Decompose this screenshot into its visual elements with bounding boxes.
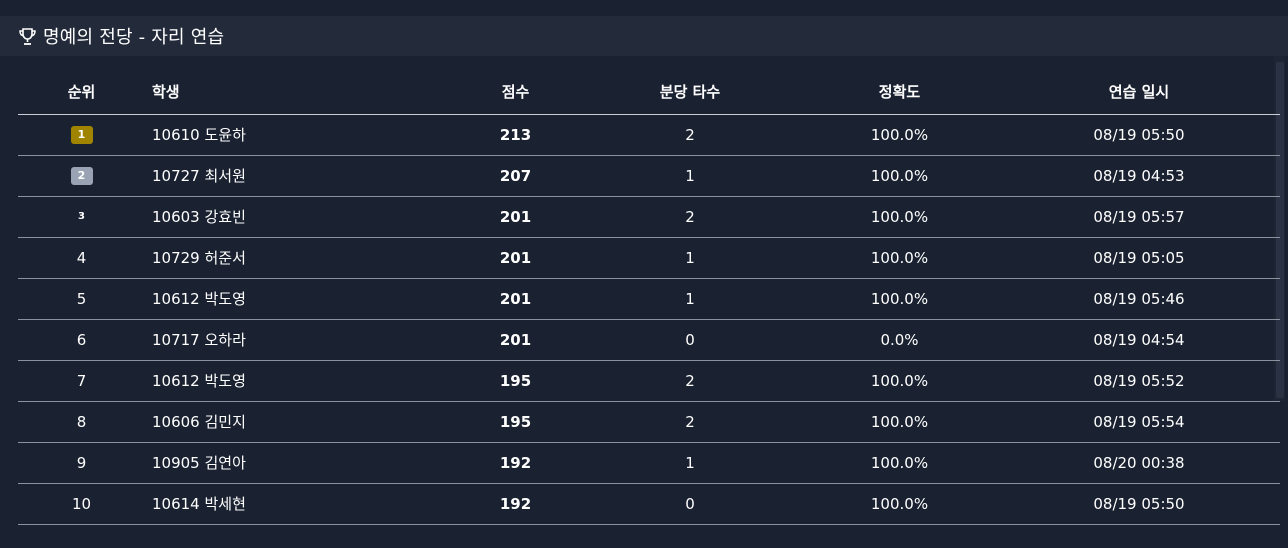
accuracy-cell: 100.0%	[801, 442, 998, 484]
rank-cell: 7	[18, 360, 145, 402]
wpm-cell: 0	[579, 483, 801, 525]
accuracy-cell: 100.0%	[801, 155, 998, 197]
rank-cell: 3	[18, 196, 145, 238]
date-cell: 08/19 05:50	[998, 483, 1280, 525]
wpm-cell: 1	[579, 278, 801, 320]
student-cell: 10727 최서원	[145, 155, 452, 197]
column-header-accuracy[interactable]: 정확도	[801, 72, 998, 115]
date-cell: 08/19 04:54	[998, 319, 1280, 361]
score-cell: 192	[452, 442, 579, 484]
date-cell: 08/19 05:57	[998, 196, 1280, 238]
student-cell: 10905 김연아	[145, 442, 452, 484]
rank-cell: 2	[18, 155, 145, 197]
accuracy-cell: 100.0%	[801, 401, 998, 443]
accuracy-cell: 100.0%	[801, 237, 998, 279]
table-row: 7 10612 박도영 195 2 100.0% 08/19 05:52	[18, 360, 1280, 402]
table-row: 1 10610 도윤하 213 2 100.0% 08/19 05:50	[18, 114, 1280, 156]
student-cell: 10614 박세현	[145, 483, 452, 525]
accuracy-cell: 100.0%	[801, 483, 998, 525]
table-row: 6 10717 오하라 201 0 0.0% 08/19 04:54	[18, 319, 1280, 361]
rank-cell: 4	[18, 237, 145, 279]
table-row: 3 10603 강효빈 201 2 100.0% 08/19 05:57	[18, 196, 1280, 238]
page-title: 명예의 전당 - 자리 연습	[43, 27, 225, 48]
rank-cell: 6	[18, 319, 145, 361]
bronze-medal-badge: 3	[78, 210, 85, 222]
student-cell: 10612 박도영	[145, 278, 452, 320]
score-cell: 201	[452, 278, 579, 320]
score-cell: 213	[452, 114, 579, 156]
silver-medal-badge: 2	[70, 166, 93, 185]
wpm-cell: 0	[579, 319, 801, 361]
table-header-row: 순위 학생 점수 분당 타수 정확도 연습 일시	[18, 72, 1280, 115]
trophy-icon	[17, 26, 38, 47]
hall-of-fame-header: 명예의 전당 - 자리 연습	[0, 16, 1288, 56]
column-header-rank[interactable]: 순위	[18, 72, 145, 115]
table-row: 4 10729 허준서 201 1 100.0% 08/19 05:05	[18, 237, 1280, 279]
score-cell: 195	[452, 401, 579, 443]
table-row: 9 10905 김연아 192 1 100.0% 08/20 00:38	[18, 442, 1280, 484]
score-cell: 201	[452, 319, 579, 361]
score-cell: 192	[452, 483, 579, 525]
score-cell: 201	[452, 237, 579, 279]
table-row: 8 10606 김민지 195 2 100.0% 08/19 05:54	[18, 401, 1280, 443]
gold-medal-badge: 1	[70, 125, 93, 144]
wpm-cell: 2	[579, 196, 801, 238]
date-cell: 08/19 05:46	[998, 278, 1280, 320]
accuracy-cell: 100.0%	[801, 360, 998, 402]
student-cell: 10606 김민지	[145, 401, 452, 443]
date-cell: 08/19 04:53	[998, 155, 1280, 197]
accuracy-cell: 100.0%	[801, 278, 998, 320]
date-cell: 08/19 05:54	[998, 401, 1280, 443]
wpm-cell: 2	[579, 360, 801, 402]
student-cell: 10729 허준서	[145, 237, 452, 279]
column-header-wpm[interactable]: 분당 타수	[579, 72, 801, 115]
accuracy-cell: 100.0%	[801, 114, 998, 156]
table-row: 10 10614 박세현 192 0 100.0% 08/19 05:50	[18, 483, 1280, 525]
accuracy-cell: 0.0%	[801, 319, 998, 361]
rank-cell: 5	[18, 278, 145, 320]
student-cell: 10603 강효빈	[145, 196, 452, 238]
score-cell: 201	[452, 196, 579, 238]
score-cell: 195	[452, 360, 579, 402]
wpm-cell: 2	[579, 401, 801, 443]
wpm-cell: 2	[579, 114, 801, 156]
score-cell: 207	[452, 155, 579, 197]
wpm-cell: 1	[579, 237, 801, 279]
rank-cell: 10	[18, 483, 145, 525]
date-cell: 08/19 05:52	[998, 360, 1280, 402]
rank-cell: 9	[18, 442, 145, 484]
column-header-student[interactable]: 학생	[145, 72, 452, 115]
student-cell: 10612 박도영	[145, 360, 452, 402]
accuracy-cell: 100.0%	[801, 196, 998, 238]
scrollbar-thumb[interactable]	[1276, 62, 1284, 398]
date-cell: 08/19 05:50	[998, 114, 1280, 156]
table-row: 5 10612 박도영 201 1 100.0% 08/19 05:46	[18, 278, 1280, 320]
column-header-date[interactable]: 연습 일시	[998, 72, 1280, 115]
table-row: 2 10727 최서원 207 1 100.0% 08/19 04:53	[18, 155, 1280, 197]
student-cell: 10610 도윤하	[145, 114, 452, 156]
wpm-cell: 1	[579, 442, 801, 484]
column-header-score[interactable]: 점수	[452, 72, 579, 115]
wpm-cell: 1	[579, 155, 801, 197]
student-cell: 10717 오하라	[145, 319, 452, 361]
rank-cell: 1	[18, 114, 145, 156]
leaderboard-table: 순위 학생 점수 분당 타수 정확도 연습 일시 1 10610 도윤하 213 2 1…	[18, 72, 1280, 525]
date-cell: 08/19 05:05	[998, 237, 1280, 279]
rank-cell: 8	[18, 401, 145, 443]
date-cell: 08/20 00:38	[998, 442, 1280, 484]
